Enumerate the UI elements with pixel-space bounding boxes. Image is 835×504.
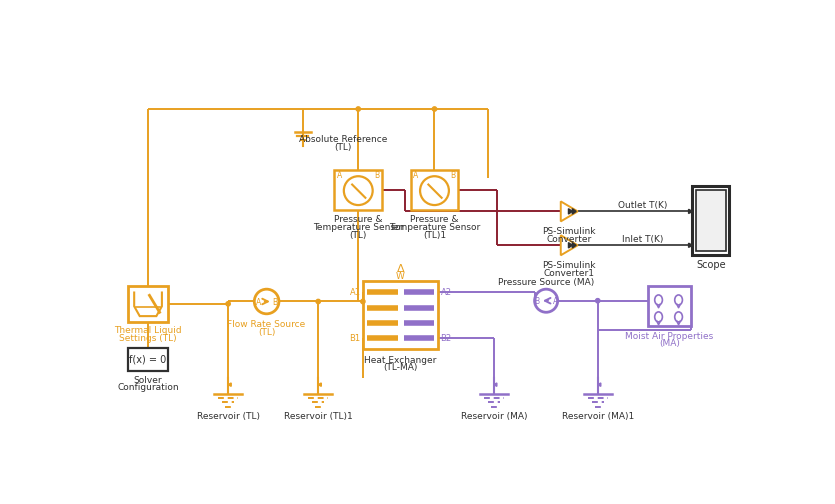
Bar [692, 186, 730, 256]
Text: Converter: Converter [547, 235, 592, 243]
Text: B2: B2 [441, 334, 452, 343]
Text: Configuration: Configuration [117, 383, 179, 392]
Polygon shape [569, 209, 572, 214]
Polygon shape [318, 383, 321, 387]
Bar [334, 170, 382, 210]
Bar [128, 348, 168, 371]
Circle shape [344, 176, 372, 205]
Text: B: B [534, 297, 539, 306]
Text: Absolute Reference: Absolute Reference [299, 135, 387, 144]
Text: (TL): (TL) [334, 143, 352, 152]
Text: (TL-MA): (TL-MA) [383, 363, 418, 372]
Text: B: B [450, 171, 456, 180]
Text: A: A [256, 298, 261, 307]
Text: W: W [396, 272, 405, 281]
Text: A: A [553, 297, 558, 306]
Text: PS-Simulink: PS-Simulink [543, 261, 596, 270]
Polygon shape [572, 209, 576, 214]
Text: (TL)1: (TL)1 [423, 231, 446, 240]
Polygon shape [598, 383, 601, 387]
Text: B1: B1 [350, 334, 361, 343]
Text: Temperature Sensor: Temperature Sensor [389, 223, 480, 232]
Polygon shape [569, 242, 572, 248]
Circle shape [226, 301, 230, 306]
Text: Outlet T(K): Outlet T(K) [618, 201, 667, 210]
Polygon shape [572, 242, 576, 248]
Bar [363, 281, 438, 349]
Circle shape [595, 298, 600, 303]
Ellipse shape [655, 312, 662, 322]
Circle shape [316, 299, 321, 303]
Polygon shape [493, 383, 497, 387]
Text: Scope: Scope [696, 260, 726, 270]
Bar [696, 190, 726, 251]
Text: A1: A1 [350, 288, 361, 297]
Text: A2: A2 [441, 288, 452, 297]
Ellipse shape [655, 295, 662, 305]
Text: A: A [337, 171, 342, 180]
Bar [648, 286, 691, 326]
Text: A: A [413, 171, 418, 180]
Text: Heat Exchanger: Heat Exchanger [364, 355, 437, 364]
Text: Settings (TL): Settings (TL) [119, 334, 177, 343]
Text: Inlet T(K): Inlet T(K) [622, 235, 664, 243]
Text: Temperature Sensor: Temperature Sensor [312, 223, 404, 232]
Circle shape [356, 107, 361, 111]
Ellipse shape [675, 312, 682, 322]
Text: Converter1: Converter1 [544, 269, 595, 278]
Text: Thermal Liquid: Thermal Liquid [114, 326, 182, 335]
Text: B: B [374, 171, 379, 180]
Text: PS-Simulink: PS-Simulink [543, 227, 596, 236]
Circle shape [361, 299, 365, 303]
Text: B: B [272, 298, 278, 307]
Circle shape [534, 289, 558, 312]
Text: Pressure &: Pressure & [334, 215, 382, 224]
Text: Reservoir (MA): Reservoir (MA) [461, 412, 527, 421]
Polygon shape [689, 209, 692, 214]
Text: Pressure Source (MA): Pressure Source (MA) [498, 278, 595, 287]
Bar [128, 286, 168, 322]
Text: Δ: Δ [397, 264, 404, 274]
Text: Pressure &: Pressure & [410, 215, 458, 224]
Text: (MA): (MA) [659, 339, 680, 348]
Ellipse shape [675, 295, 682, 305]
Text: Flow Rate Source: Flow Rate Source [227, 320, 306, 329]
Text: Reservoir (TL)1: Reservoir (TL)1 [284, 412, 352, 421]
Circle shape [433, 107, 437, 111]
Circle shape [255, 289, 279, 314]
Text: (TL): (TL) [258, 328, 276, 337]
Text: Reservoir (MA)1: Reservoir (MA)1 [562, 412, 634, 421]
Text: Solver: Solver [134, 375, 162, 385]
Text: (TL): (TL) [350, 231, 367, 240]
Circle shape [420, 176, 449, 205]
Polygon shape [689, 243, 692, 247]
Bar [411, 170, 458, 210]
Text: Moist Air Properties: Moist Air Properties [625, 332, 713, 341]
Text: f(x) = 0: f(x) = 0 [129, 354, 167, 364]
Text: Reservoir (TL): Reservoir (TL) [196, 412, 260, 421]
Polygon shape [228, 383, 231, 387]
